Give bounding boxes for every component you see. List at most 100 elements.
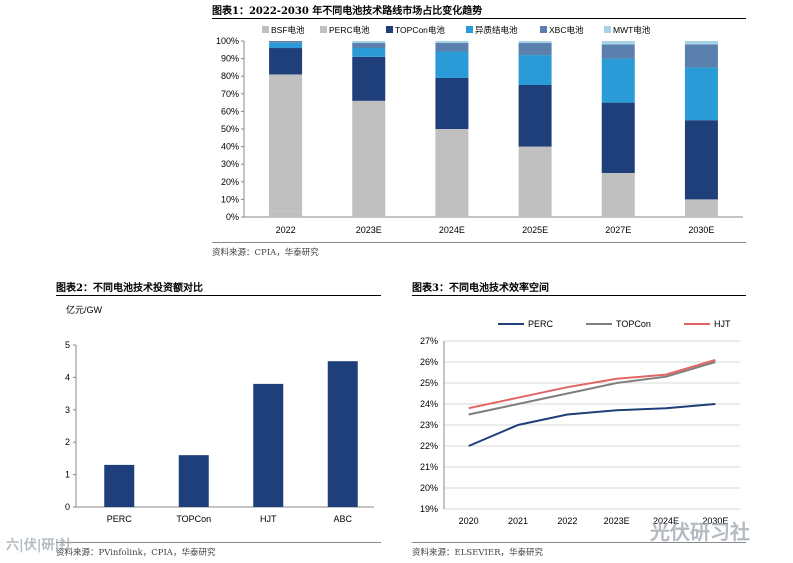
bar-segment xyxy=(601,102,635,173)
x-tick-label: PERC xyxy=(107,514,133,524)
bar-segment xyxy=(435,77,469,129)
bar-segment xyxy=(269,74,303,212)
legend-label: MWT电池 xyxy=(613,25,651,35)
y-tick-label: 0% xyxy=(226,212,239,222)
fig3-source: 资料来源：ELSEVIER，华泰研究 xyxy=(412,548,543,558)
bar-segment xyxy=(352,56,386,101)
fig2-source: 资料来源：PVinfolink，CPIA，华泰研究 xyxy=(56,548,216,558)
y-tick-label: 20% xyxy=(420,483,438,493)
legend-swatch xyxy=(466,26,473,33)
y-tick-label: 4 xyxy=(65,372,70,382)
legend-swatch xyxy=(320,26,327,33)
x-tick-label: 2023E xyxy=(604,516,630,526)
y-tick-label: 26% xyxy=(420,357,438,367)
legend-label: BSF电池 xyxy=(271,25,305,35)
fig1-title: 图表1：2022-2030 年不同电池技术路线市场占比变化趋势 xyxy=(212,6,483,17)
bar xyxy=(178,455,209,507)
bar-segment xyxy=(269,48,303,75)
y-tick-label: 1 xyxy=(65,470,70,480)
investment-chart: 亿元/GW 0 1 2 3 4 5 PERC TOPCon HJT ABC xyxy=(65,304,374,524)
y-tick-label: 21% xyxy=(420,462,438,472)
bar-segment xyxy=(352,100,386,217)
series-line xyxy=(468,361,716,416)
legend-swatch xyxy=(540,26,547,33)
x-tick-label: 2024E xyxy=(439,225,465,235)
bar xyxy=(253,383,284,507)
bar-segment xyxy=(518,146,552,217)
x-tick-label: 2025E xyxy=(522,225,548,235)
bar-segment xyxy=(601,44,635,59)
bar-segment xyxy=(269,42,303,49)
legend-label: 异质结电池 xyxy=(475,25,518,35)
bar-segment xyxy=(518,41,552,43)
y-tick-label: 22% xyxy=(420,441,438,451)
y-tick-label: 25% xyxy=(420,378,438,388)
y-tick-label: 100% xyxy=(216,36,239,46)
x-tick-label: 2022 xyxy=(276,225,296,235)
market-share-chart: 0% 10% 20% 30% 40% 50% 60% 70% 80% 90% 100% 2022 202… xyxy=(216,25,743,235)
bar-segment xyxy=(684,44,718,68)
bar xyxy=(327,361,358,507)
y-tick-label: 19% xyxy=(420,504,438,514)
series-line xyxy=(468,403,716,447)
bar-segment xyxy=(435,51,469,78)
fig3-title: 图表3：不同电池技术效率空间 xyxy=(412,283,549,294)
legend-label: TOPCon xyxy=(616,319,651,329)
y-tick-label: 0 xyxy=(65,502,70,512)
fig2-bottom-rule xyxy=(56,542,381,543)
fig1-top-rule xyxy=(212,18,746,19)
legend-label: XBC电池 xyxy=(549,25,584,35)
y-tick-label: 20% xyxy=(221,177,239,187)
y-tick-label: 10% xyxy=(221,194,239,204)
bar-segment xyxy=(684,199,718,217)
fig2-title: 图表2：不同电池技术投资额对比 xyxy=(56,283,203,294)
bar-segment xyxy=(352,42,386,49)
y-tick-label: 40% xyxy=(221,142,239,152)
legend-label: PERC电池 xyxy=(329,25,370,35)
bar-segment xyxy=(518,55,552,85)
fig3-bottom-rule xyxy=(412,542,746,543)
y-tick-label: 70% xyxy=(221,89,239,99)
legend-swatch xyxy=(386,26,393,33)
watermark-left: 六|伏|研|社 xyxy=(6,538,73,553)
bar-segment xyxy=(435,41,469,43)
y-tick-label: 27% xyxy=(420,336,438,346)
watermark-right: 光伏研习社 xyxy=(650,520,750,544)
bar-segment xyxy=(435,42,469,52)
legend-label: TOPCon电池 xyxy=(395,25,445,35)
legend-swatch xyxy=(604,26,611,33)
x-tick-label: 2020 xyxy=(459,516,479,526)
bar xyxy=(104,464,135,507)
x-tick-label: 2027E xyxy=(605,225,631,235)
y-tick-label: 3 xyxy=(65,405,70,415)
bar-segment xyxy=(684,67,718,121)
x-tick-label: ABC xyxy=(333,514,352,524)
bar-segment xyxy=(352,48,386,57)
x-tick-label: TOPCon xyxy=(176,514,211,524)
y-axis-unit: 亿元/GW xyxy=(66,304,103,315)
bar-segment xyxy=(269,41,303,43)
x-tick-label: 2024E xyxy=(653,516,679,526)
bar-segment xyxy=(601,58,635,103)
bar-segment xyxy=(435,129,469,217)
bar-segment xyxy=(518,42,552,56)
x-tick-label: HJT xyxy=(260,514,277,524)
bar-segment xyxy=(601,41,635,45)
bar-segment xyxy=(684,120,718,200)
y-tick-label: 23% xyxy=(420,420,438,430)
series-line xyxy=(468,358,716,410)
x-tick-label: 2030E xyxy=(688,225,714,235)
y-tick-label: 30% xyxy=(221,159,239,169)
y-tick-label: 50% xyxy=(221,124,239,134)
bar-segment xyxy=(352,41,386,43)
legend-swatch xyxy=(262,26,269,33)
x-tick-label: 2030E xyxy=(702,516,728,526)
fig2-top-rule xyxy=(56,295,381,296)
bar-segment xyxy=(601,173,635,217)
x-tick-label: 2021 xyxy=(508,516,528,526)
fig1-bottom-rule xyxy=(212,242,746,243)
efficiency-chart: 19% 20% 21% 22% 23% 24% 25% 26% 27% 2020 2021 2022 2… xyxy=(420,319,740,526)
y-tick-label: 5 xyxy=(65,340,70,350)
y-tick-label: 80% xyxy=(221,71,239,81)
fig3-top-rule xyxy=(412,295,746,296)
